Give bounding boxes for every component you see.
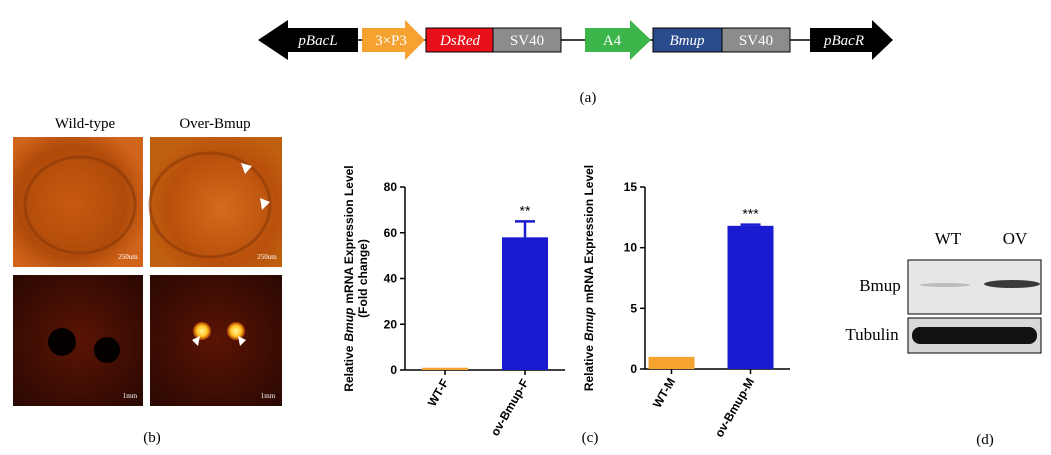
y-label-part: mRNA Expression Level <box>342 165 356 303</box>
y-label: Relative Bmup mRNA Expression Level <box>342 165 356 391</box>
photo <box>13 275 143 406</box>
significance: *** <box>742 206 759 222</box>
significance: ** <box>520 202 531 218</box>
y-label-part: mRNA Expression Level <box>582 165 596 303</box>
blot: WT OV Bmup Tubulin (d) <box>845 229 1041 448</box>
y-label-part: Relative <box>342 345 356 391</box>
bar <box>422 368 468 370</box>
element-label: DsRed <box>439 33 480 49</box>
y-tick-label: 20 <box>384 317 398 331</box>
x-tick-label: WT-M <box>650 376 678 411</box>
y-tick-label: 60 <box>384 226 398 240</box>
band <box>920 283 970 287</box>
scale-label: 1mm <box>261 392 276 400</box>
column-label: Over-Bmup <box>179 116 250 132</box>
element-label: SV40 <box>739 33 773 49</box>
y-tick-label: 15 <box>624 180 638 194</box>
bar <box>502 237 548 370</box>
panel-label: (b) <box>143 430 161 446</box>
panel-label: (a) <box>580 90 597 106</box>
row-label: Bmup <box>859 276 901 295</box>
panel-label: (c) <box>582 430 599 446</box>
eye <box>227 322 245 340</box>
lane-label: WT <box>935 229 962 248</box>
lane-label: OV <box>1003 229 1028 248</box>
y-tick-label: 40 <box>384 272 398 286</box>
construct: pBacL 3×P3 DsRed SV40 A4 Bmup SV40 pBacR… <box>258 20 893 106</box>
row-label: Tubulin <box>845 325 899 344</box>
bar <box>649 357 695 369</box>
eye <box>94 337 120 363</box>
y-tick-label: 0 <box>630 362 637 376</box>
x-tick-label: ov-Bmup-F <box>488 377 532 439</box>
page: { "construct": { "elements": ["pBacL", "… <box>0 0 1051 455</box>
element-label: 3×P3 <box>375 33 407 49</box>
y-label-part: Relative <box>582 345 596 391</box>
scale-label: 250um <box>257 253 277 261</box>
y-label-part: Bmup <box>582 307 596 341</box>
bar <box>728 226 774 369</box>
x-tick-label: ov-Bmup-M <box>712 376 757 440</box>
eye <box>193 322 211 340</box>
photo <box>150 275 282 406</box>
y-label: Relative Bmup mRNA Expression Level <box>582 165 596 391</box>
element-label: pBacR <box>823 33 864 49</box>
element-label: pBacL <box>297 33 337 49</box>
x-tick-label: WT-F <box>425 377 452 409</box>
y-tick-label: 5 <box>630 301 637 315</box>
y-tick-label: 10 <box>624 241 638 255</box>
eye <box>48 328 76 356</box>
scale-label: 1mm <box>123 392 138 400</box>
figure: pBacL 3×P3 DsRed SV40 A4 Bmup SV40 pBacR… <box>0 0 1051 455</box>
charts: 0 20 40 60 80 Relative Bmup mRNA Expression Lev… <box>342 165 790 440</box>
y-tick-label: 80 <box>384 180 398 194</box>
band <box>912 327 1037 344</box>
y-tick-label: 0 <box>390 363 397 377</box>
element-label: Bmup <box>670 33 705 49</box>
photos: Wild-type Over-Bmup 250um 250um 1mm 1mm … <box>13 116 282 446</box>
column-label: Wild-type <box>55 116 116 132</box>
y-label-part: Bmup <box>342 308 356 342</box>
y-label: (Fold change) <box>356 239 370 318</box>
element-label: A4 <box>603 33 622 49</box>
panel-label: (d) <box>976 432 994 448</box>
band <box>984 280 1040 288</box>
scale-label: 250um <box>118 253 138 261</box>
element-label: SV40 <box>510 33 544 49</box>
